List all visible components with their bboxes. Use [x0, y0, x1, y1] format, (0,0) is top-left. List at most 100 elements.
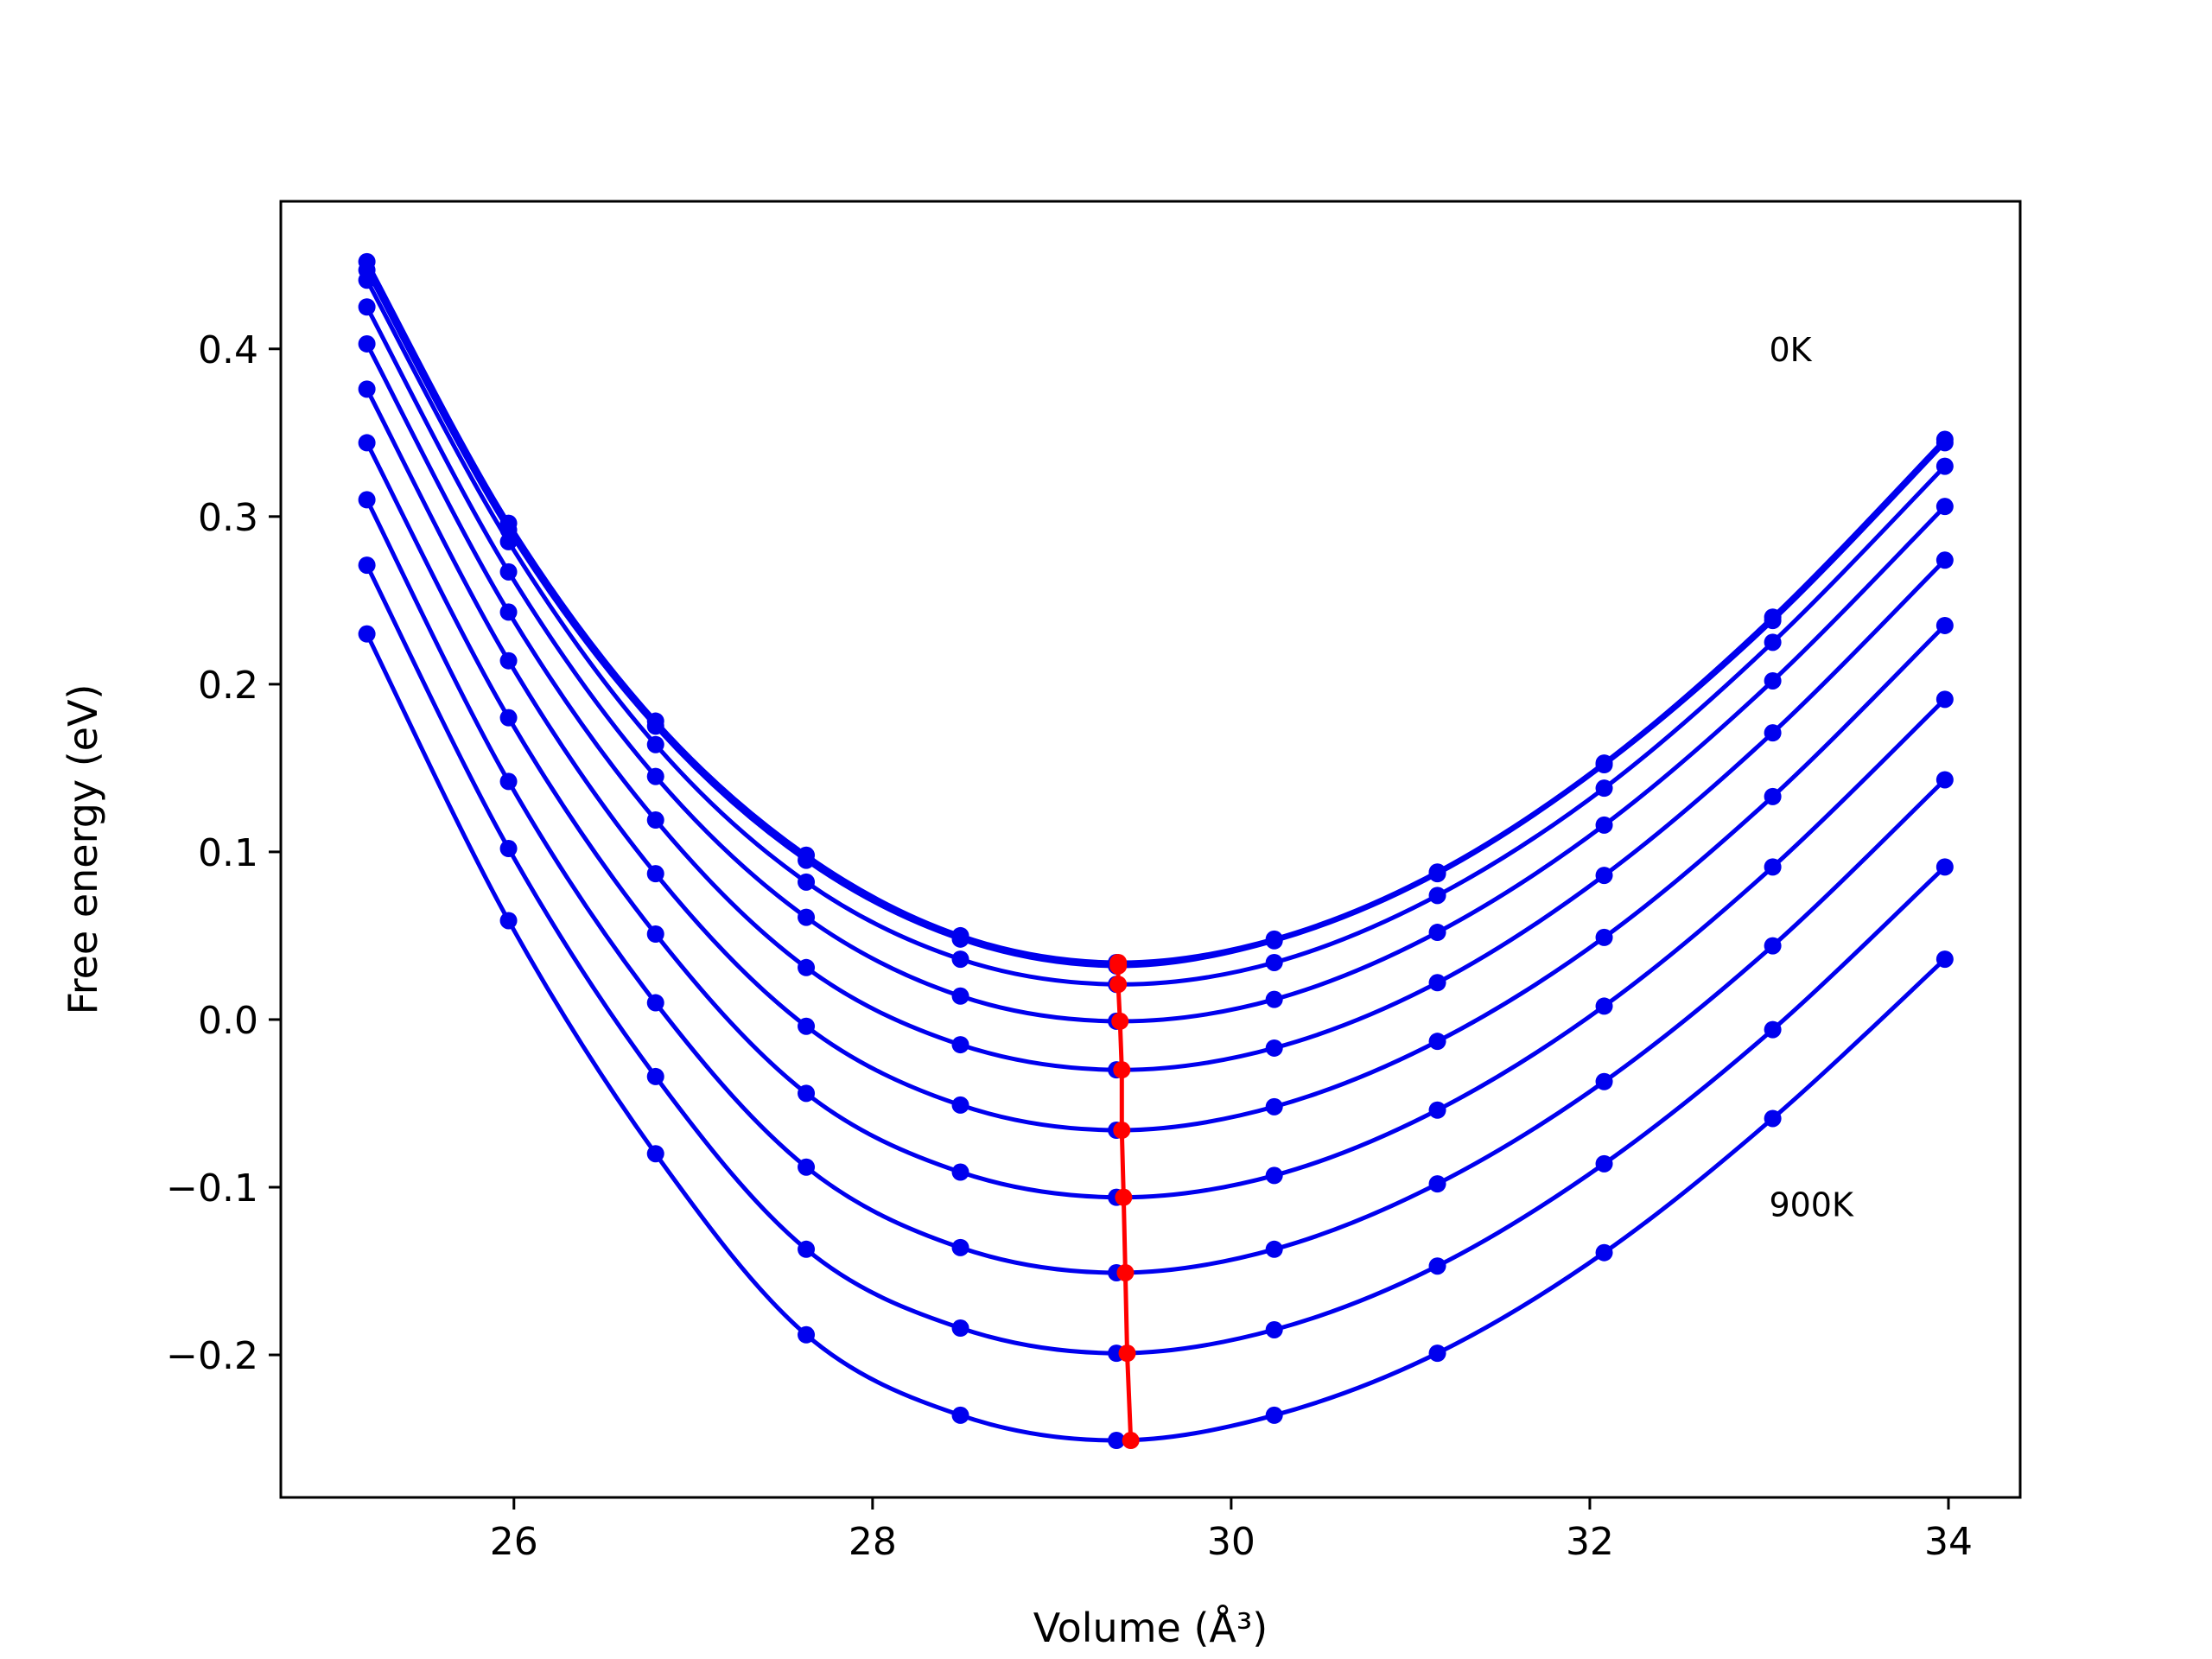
point-900K-4 — [951, 1406, 969, 1424]
point-900K-1 — [499, 912, 518, 930]
point-300K-1 — [499, 563, 518, 581]
point-400K-9 — [1764, 724, 1782, 742]
annotation-0k: 0K — [1769, 331, 1812, 369]
point-600K-10 — [1936, 690, 1954, 709]
data-points — [358, 252, 1954, 1450]
point-500K-0 — [358, 380, 376, 398]
point-500K-7 — [1428, 1033, 1446, 1051]
point-600K-7 — [1428, 1101, 1446, 1119]
point-300K-2 — [646, 767, 664, 785]
curve-400K — [365, 342, 1947, 1072]
point-100K-6 — [1265, 931, 1283, 950]
point-300K-0 — [358, 298, 376, 316]
point-200K-1 — [499, 532, 518, 550]
point-100K-9 — [1764, 612, 1782, 630]
point-200K-4 — [951, 950, 969, 969]
point-200K-10 — [1936, 457, 1954, 475]
point-800K-7 — [1428, 1257, 1446, 1275]
x-tick-label: 30 — [1207, 1520, 1255, 1564]
minima-line — [1109, 953, 1140, 1450]
x-tick-label: 26 — [490, 1520, 538, 1564]
point-400K-4 — [951, 1036, 969, 1054]
point-200K-3 — [798, 873, 816, 891]
point-200K-6 — [1265, 953, 1283, 971]
point-600K-9 — [1764, 858, 1782, 876]
y-tick-label: −0.2 — [166, 1334, 258, 1378]
point-900K-10 — [1936, 950, 1954, 969]
point-600K-0 — [358, 434, 376, 452]
point-700K-6 — [1265, 1240, 1283, 1258]
minimum-point-2 — [1109, 976, 1128, 994]
y-tick-label: 0.3 — [198, 496, 258, 540]
point-300K-4 — [951, 987, 969, 1005]
point-400K-7 — [1428, 974, 1446, 992]
point-500K-2 — [646, 865, 664, 883]
point-700K-3 — [798, 1158, 816, 1176]
point-300K-10 — [1936, 498, 1954, 516]
point-700K-0 — [358, 491, 376, 509]
minimum-point-7 — [1116, 1263, 1135, 1281]
y-tick-label: 0.0 — [198, 999, 258, 1043]
point-800K-2 — [646, 1067, 664, 1085]
x-tick-label: 34 — [1924, 1520, 1973, 1564]
minimum-point-3 — [1111, 1012, 1129, 1030]
plot-frame — [279, 200, 2022, 1499]
point-700K-2 — [646, 994, 664, 1012]
point-300K-9 — [1764, 671, 1782, 690]
curve-800K — [365, 563, 1947, 1356]
point-300K-3 — [798, 908, 816, 926]
point-500K-10 — [1936, 616, 1954, 634]
y-axis-label: Free energy (eV) — [60, 684, 106, 1015]
minimum-point-9 — [1122, 1432, 1140, 1450]
point-100K-7 — [1428, 865, 1446, 883]
point-500K-9 — [1764, 787, 1782, 805]
y-tick-label: 0.2 — [198, 664, 258, 708]
point-200K-8 — [1595, 779, 1613, 798]
point-700K-4 — [951, 1238, 969, 1256]
point-100K-8 — [1595, 756, 1613, 774]
curve-700K — [365, 499, 1947, 1275]
point-100K-10 — [1936, 434, 1954, 452]
point-700K-8 — [1595, 1072, 1613, 1090]
point-900K-8 — [1595, 1243, 1613, 1262]
fitted-curves — [365, 260, 1947, 1443]
point-300K-6 — [1265, 990, 1283, 1008]
point-800K-8 — [1595, 1154, 1613, 1173]
point-600K-4 — [951, 1163, 969, 1181]
curve-600K — [365, 442, 1947, 1200]
point-500K-4 — [951, 1096, 969, 1114]
point-700K-7 — [1428, 1175, 1446, 1193]
point-400K-10 — [1936, 551, 1954, 569]
annotation-900k: 900K — [1769, 1185, 1854, 1224]
point-800K-1 — [499, 840, 518, 858]
point-400K-8 — [1595, 867, 1613, 885]
minimum-point-5 — [1113, 1122, 1131, 1140]
x-axis-ticks: 26 28 30 32 34 — [490, 1497, 1973, 1564]
x-tick-label: 28 — [849, 1520, 897, 1564]
point-300K-7 — [1428, 924, 1446, 942]
point-500K-1 — [499, 652, 518, 670]
y-tick-label: −0.1 — [166, 1166, 258, 1211]
point-600K-3 — [798, 1084, 816, 1103]
point-700K-10 — [1936, 771, 1954, 789]
point-100K-3 — [798, 851, 816, 869]
curve-500K — [365, 388, 1947, 1133]
point-900K-7 — [1428, 1344, 1446, 1363]
point-500K-8 — [1595, 928, 1613, 946]
minima-polyline — [1116, 963, 1134, 1441]
point-600K-1 — [499, 709, 518, 727]
point-600K-2 — [646, 925, 664, 943]
point-800K-0 — [358, 556, 376, 575]
y-tick-label: 0.1 — [198, 831, 258, 875]
minimum-point-4 — [1113, 1061, 1131, 1079]
minimum-point-1 — [1109, 957, 1128, 975]
point-900K-5 — [1108, 1432, 1126, 1450]
point-800K-10 — [1936, 858, 1954, 876]
point-200K-7 — [1428, 887, 1446, 905]
point-400K-0 — [358, 334, 376, 353]
point-900K-3 — [798, 1325, 816, 1344]
point-200K-9 — [1764, 633, 1782, 652]
point-100K-4 — [951, 930, 969, 948]
